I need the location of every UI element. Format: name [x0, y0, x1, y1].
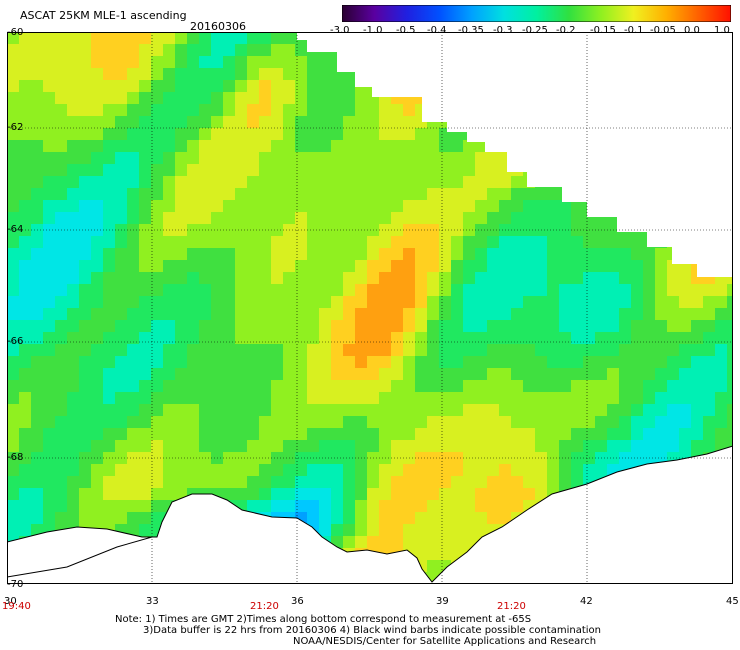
time-label: 21:20 — [250, 601, 279, 612]
colorbar-label: -0.2 — [556, 25, 576, 36]
colorbar-label: -0.1 — [624, 25, 644, 36]
lon-label: 42 — [580, 596, 593, 607]
map-frame — [7, 32, 733, 584]
lon-label: 36 — [291, 596, 304, 607]
colorbar-gradient — [342, 5, 731, 22]
mle-field-map — [7, 32, 733, 584]
lon-label: 45 — [726, 596, 739, 607]
note-line-1: Note: 1) Times are GMT 2)Times along bot… — [115, 614, 532, 625]
colorbar-label: -3.0 — [330, 25, 350, 36]
colorbar-label: -0.4 — [427, 25, 447, 36]
note-line-3: NOAA/NESDIS/Center for Satellite Applica… — [293, 636, 597, 647]
product-title: ASCAT 25KM MLE-1 ascending — [20, 9, 187, 22]
colorbar-label: -0.35 — [458, 25, 484, 36]
colorbar-label: -0.15 — [590, 25, 616, 36]
lat-label: -60 — [7, 27, 24, 38]
lat-label: -68 — [7, 452, 24, 463]
colorbar-label: 1.0 — [714, 25, 730, 36]
colorbar-label: -0.05 — [650, 25, 676, 36]
colorbar-label: -0.25 — [522, 25, 548, 36]
lat-label: -66 — [7, 336, 24, 347]
lat-lon-grid — [7, 32, 733, 584]
footer-note: Note: 1) Times are GMT 2)Times along bot… — [115, 614, 601, 647]
lon-label: 30 — [4, 596, 17, 607]
ice-shelf-line — [7, 536, 153, 578]
coastline — [7, 445, 733, 583]
lat-label: -62 — [7, 122, 24, 133]
lon-label: 39 — [436, 596, 449, 607]
time-label: 19:40 — [2, 601, 31, 612]
antarctic-land — [7, 446, 733, 584]
colorbar-label: -0.3 — [493, 25, 513, 36]
product-date: 20160306 — [190, 20, 246, 33]
colorbar-labels: -3.0 -1.0 -0.5 -0.4 -0.35 -0.3 -0.25 -0.… — [330, 25, 740, 39]
lat-label: -70 — [7, 579, 24, 590]
lon-label: 33 — [146, 596, 159, 607]
colorbar-label: 0.0 — [684, 25, 700, 36]
time-label: 21:20 — [497, 601, 526, 612]
colorbar-label: -0.5 — [396, 25, 416, 36]
map-panel — [7, 32, 733, 584]
colorbar — [342, 5, 731, 22]
lat-label: -64 — [7, 224, 24, 235]
colorbar-label: -1.0 — [363, 25, 383, 36]
note-line-2: 3)Data buffer is 22 hrs from 20160306 4)… — [143, 625, 601, 636]
